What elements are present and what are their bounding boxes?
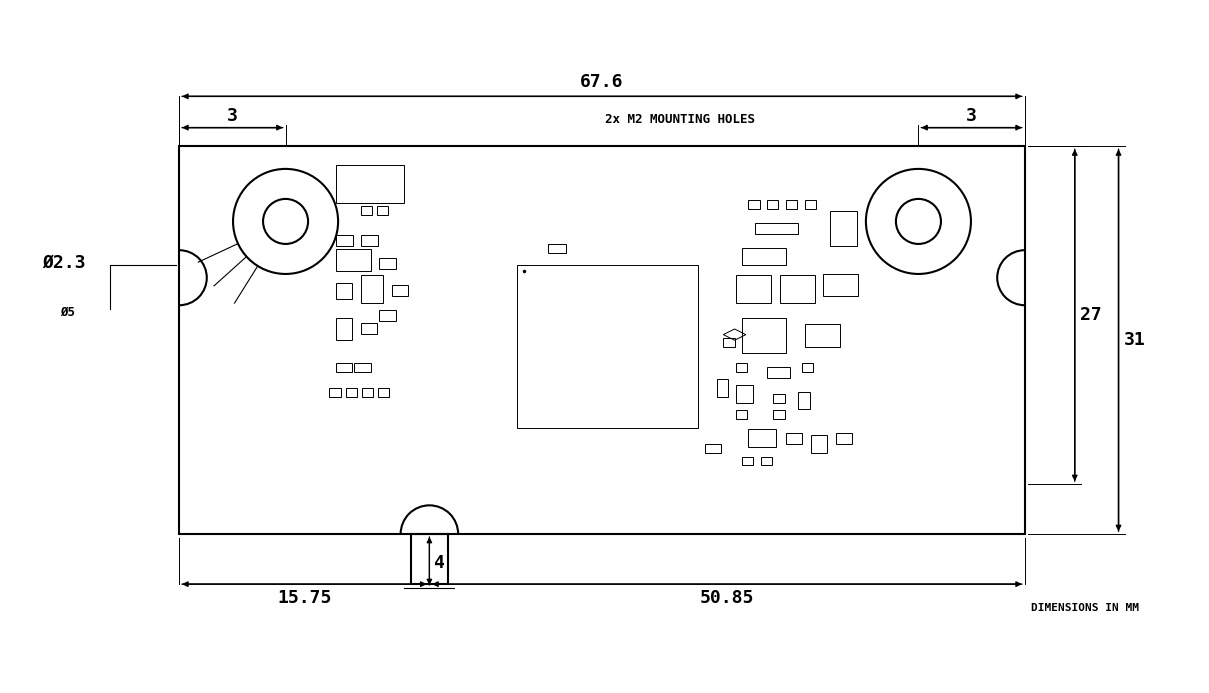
Bar (705, 444, 721, 453)
Text: 3: 3 (966, 107, 977, 125)
Bar (835, 433, 852, 444)
Bar (774, 410, 785, 419)
Bar (336, 362, 352, 371)
Bar (329, 388, 341, 396)
Bar (774, 394, 785, 403)
Bar (742, 317, 786, 353)
Bar (380, 258, 395, 269)
Bar (411, 534, 449, 584)
Bar (336, 249, 371, 272)
Bar (811, 435, 827, 453)
Text: 50.85: 50.85 (700, 589, 754, 607)
Bar (378, 388, 389, 396)
Bar (786, 200, 797, 209)
Bar (736, 385, 753, 403)
Text: 67.6: 67.6 (580, 73, 624, 91)
Bar (805, 200, 816, 209)
Bar (346, 388, 357, 396)
Bar (336, 283, 352, 299)
Bar (767, 200, 779, 209)
Bar (736, 410, 747, 419)
Bar (748, 200, 759, 209)
Bar (517, 265, 699, 428)
Text: Ø5: Ø5 (60, 306, 75, 319)
Text: DIMENSIONS IN MM: DIMENSIONS IN MM (1031, 603, 1139, 613)
Bar (823, 274, 858, 297)
Bar (798, 392, 810, 409)
Bar (742, 247, 786, 265)
Bar (742, 457, 753, 465)
Bar (736, 275, 771, 303)
Bar (760, 457, 773, 465)
Bar (717, 379, 728, 396)
Text: 2x M2 MOUNTING HOLES: 2x M2 MOUNTING HOLES (604, 114, 754, 126)
Bar (786, 433, 802, 444)
Bar (360, 207, 372, 216)
Bar (829, 211, 857, 247)
Bar (780, 275, 815, 303)
Bar (336, 165, 404, 202)
Bar (736, 362, 747, 371)
Bar (748, 429, 776, 446)
Bar (336, 317, 352, 340)
Text: Ø2.3: Ø2.3 (41, 254, 85, 272)
Bar (392, 286, 409, 297)
Bar (805, 324, 839, 346)
Bar (380, 310, 395, 322)
Bar (377, 207, 388, 216)
Text: 15.75: 15.75 (277, 589, 331, 607)
Bar (360, 323, 377, 334)
Bar (723, 337, 735, 346)
Bar (361, 388, 374, 396)
Bar (802, 362, 814, 371)
Text: 27: 27 (1080, 306, 1101, 324)
Text: 31: 31 (1123, 331, 1145, 349)
Bar (754, 222, 798, 234)
Bar (360, 235, 378, 247)
Text: 3: 3 (227, 107, 238, 125)
Bar (354, 362, 371, 371)
Text: 4: 4 (433, 554, 444, 572)
Bar (548, 244, 566, 253)
Bar (360, 275, 383, 303)
Bar (767, 367, 789, 378)
Bar (336, 235, 353, 247)
